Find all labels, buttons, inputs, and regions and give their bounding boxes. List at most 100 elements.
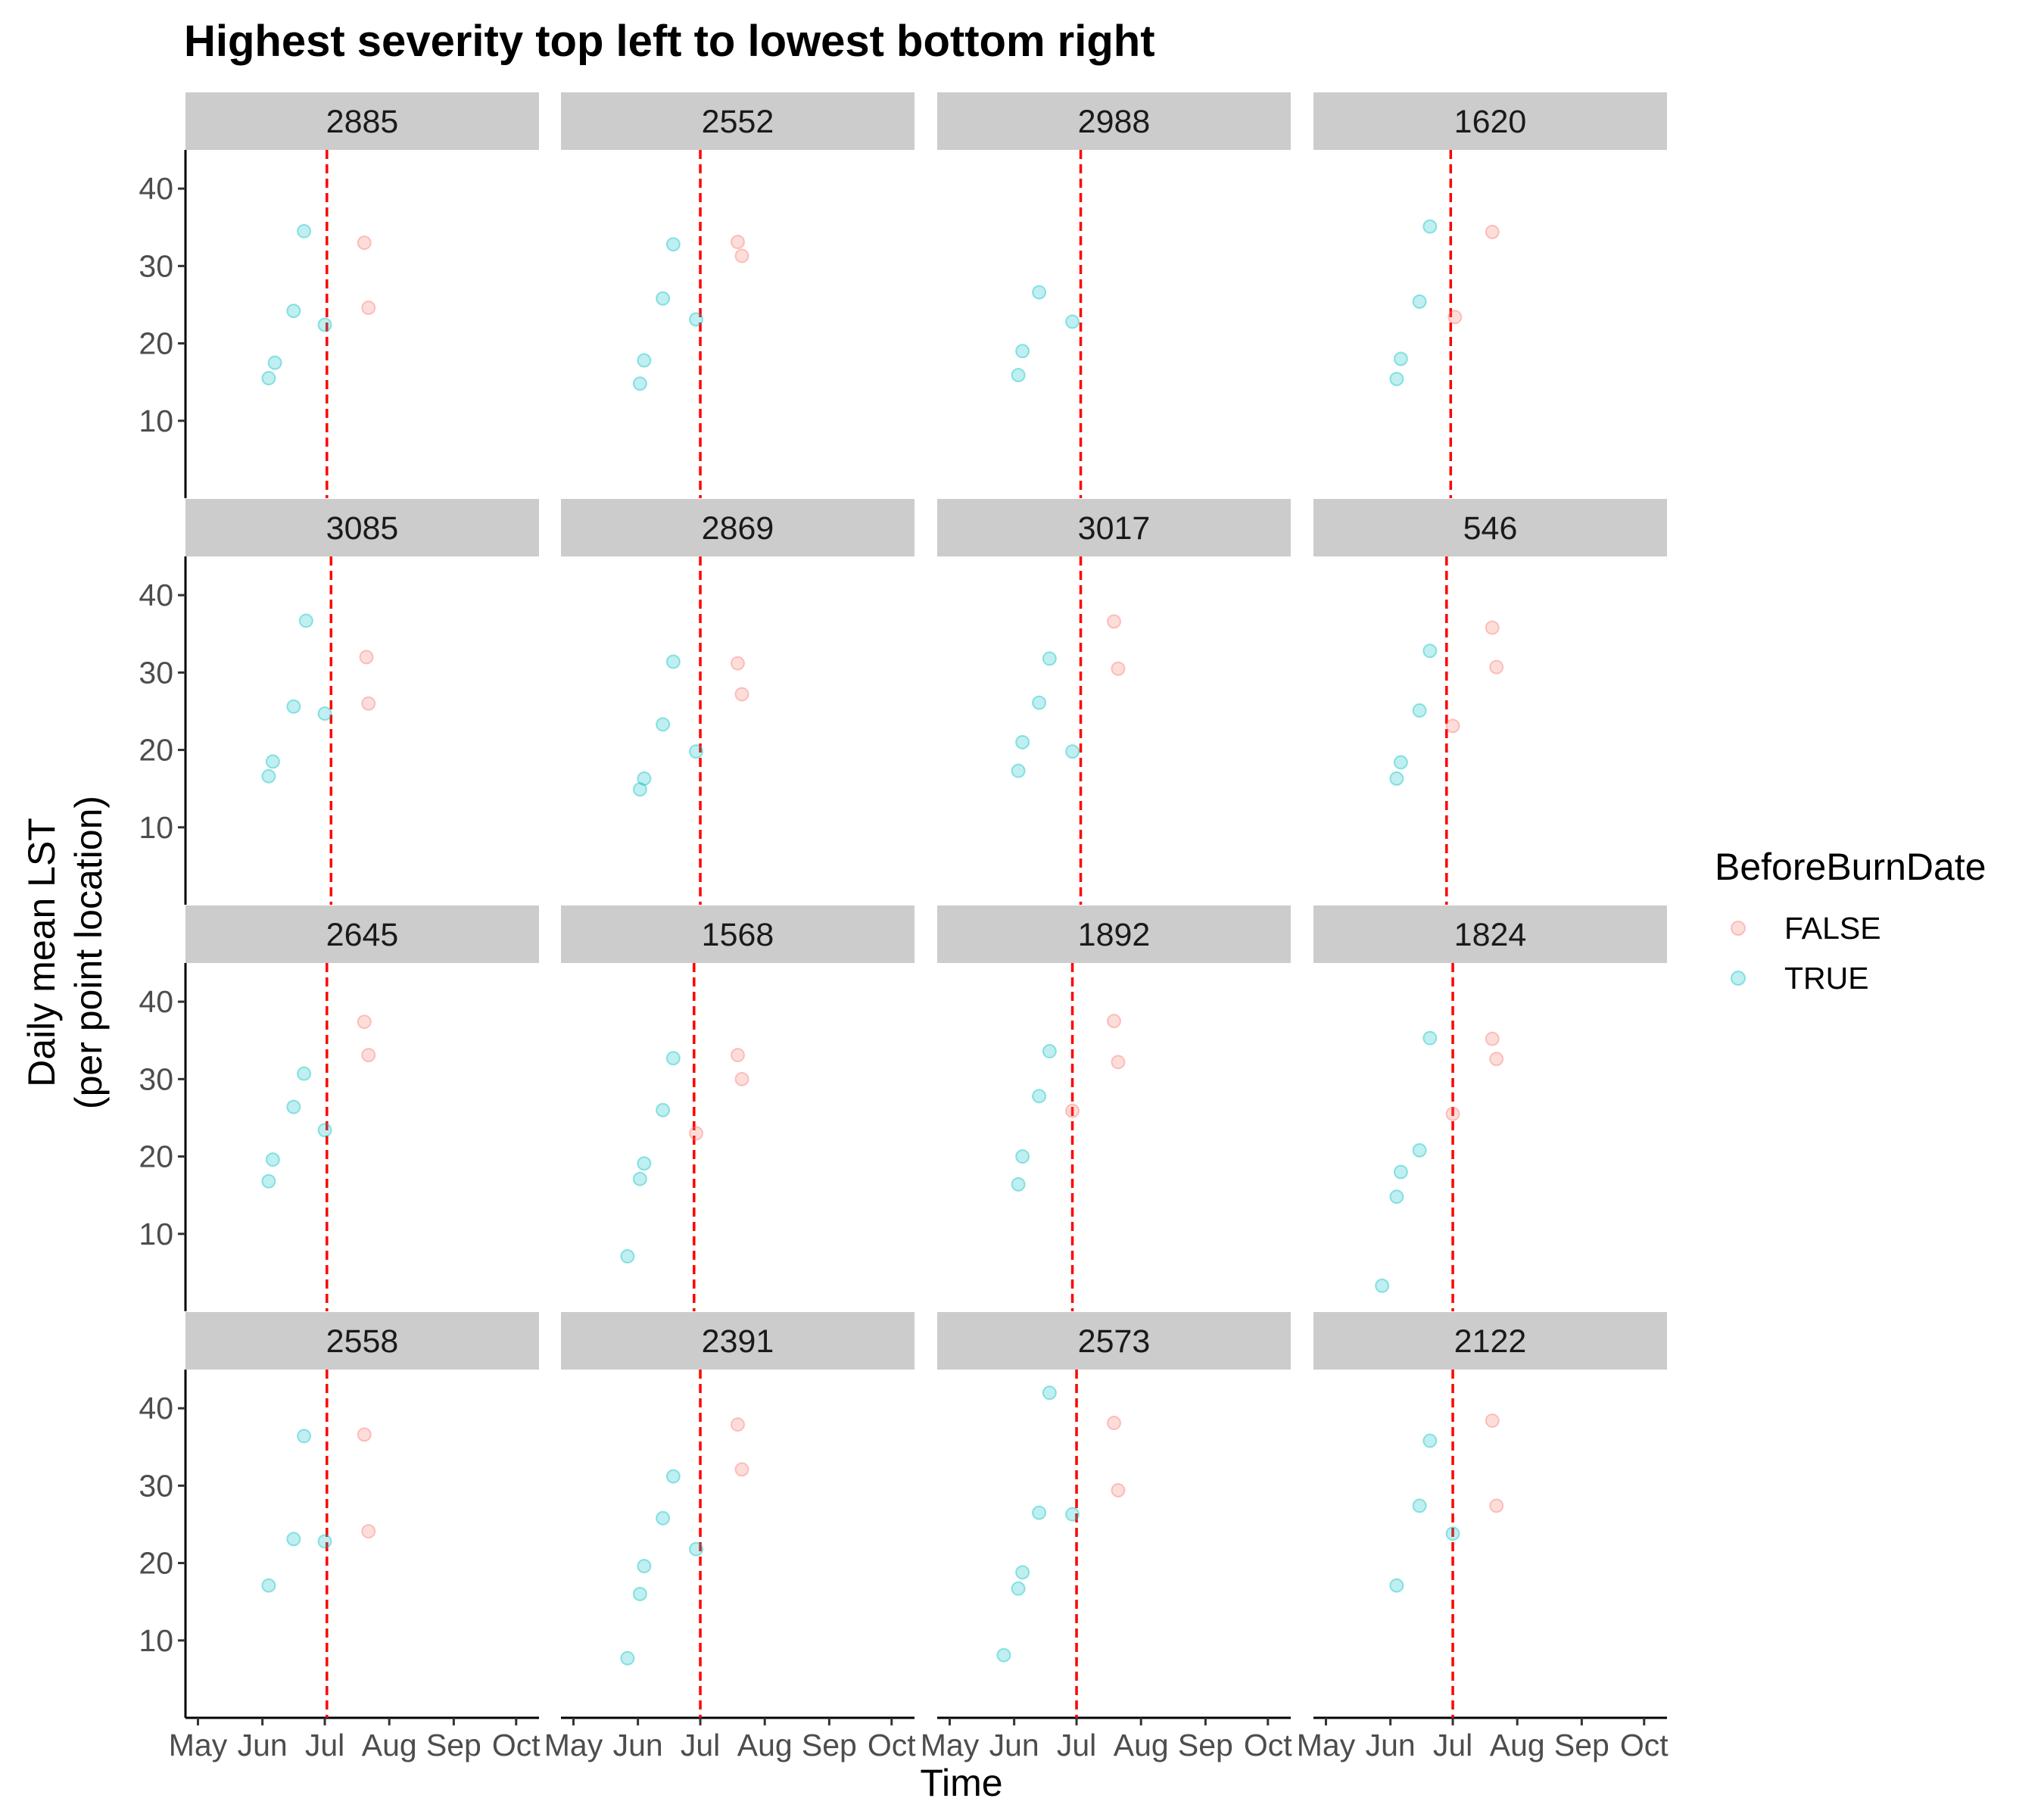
facet-panel: 1892 (937, 905, 1291, 1311)
facet-strip-label: 2988 (1078, 104, 1151, 140)
x-tick-label: Jul (1057, 1728, 1096, 1762)
data-point-true (1032, 1089, 1047, 1104)
data-point-true (1422, 219, 1438, 234)
facet-strip-label: 2573 (1078, 1323, 1151, 1360)
facet-strip-label: 3017 (1078, 510, 1151, 547)
data-point-false (361, 696, 376, 711)
legend-title: BeforeBurnDate (1715, 846, 1986, 888)
data-point-true (1015, 344, 1030, 359)
data-point-false (361, 1048, 376, 1063)
data-point-false (689, 1126, 704, 1141)
data-point-true (1015, 1149, 1030, 1164)
facet-strip-label: 2122 (1454, 1323, 1527, 1360)
facet-strip (937, 499, 1291, 556)
x-tick-label: May (921, 1728, 980, 1762)
data-point-false (1107, 614, 1121, 629)
x-tick-label: Aug (737, 1728, 793, 1762)
facet-strip (937, 92, 1291, 150)
legend-label-true: TRUE (1784, 961, 1869, 996)
facet-strip-label: 1620 (1454, 104, 1527, 140)
data-point-true (286, 699, 301, 714)
y-tick-label: 10 (139, 404, 173, 438)
facet-panel: 2552 (561, 92, 915, 498)
facet-strip (185, 92, 539, 150)
data-point-false (361, 1524, 376, 1539)
data-point-false (1111, 1055, 1126, 1070)
data-point-false (1447, 310, 1463, 325)
data-point-false (357, 1014, 372, 1030)
data-point-true (1015, 1565, 1030, 1580)
data-point-true (261, 371, 276, 386)
data-point-true (1042, 1044, 1057, 1059)
x-tick-label: Jun (989, 1728, 1039, 1762)
x-tick-label: Jun (1366, 1728, 1416, 1762)
data-point-true (665, 1051, 681, 1066)
data-point-true (286, 1099, 301, 1114)
y-tick-label: 20 (139, 733, 173, 768)
facet-strip (561, 499, 915, 556)
data-point-true (1015, 734, 1030, 750)
data-point-true (656, 1102, 671, 1117)
facet-panel: 2885 10 20 30 40 (139, 92, 539, 498)
data-point-false (734, 248, 749, 263)
facet-strip (185, 499, 539, 556)
data-point-false (357, 1427, 372, 1442)
facet-strip (1313, 905, 1667, 963)
facet-strip-label: 1892 (1078, 917, 1151, 953)
data-point-true (1032, 1505, 1047, 1520)
data-point-true (1065, 314, 1080, 329)
data-point-true (261, 1173, 276, 1189)
y-tick-label: 20 (139, 1546, 173, 1581)
data-point-true (317, 1123, 332, 1138)
facet-panel: 546 (1313, 499, 1667, 905)
legend-entries: FALSE TRUE (1731, 911, 1881, 996)
data-point-false (731, 656, 745, 671)
data-point-true (1393, 755, 1408, 770)
data-point-true (1011, 763, 1026, 778)
facet-strip-label: 546 (1463, 510, 1518, 547)
data-point-true (1389, 372, 1404, 387)
facet-strip (185, 905, 539, 963)
y-tick-label: 10 (139, 1623, 173, 1658)
facet-panel: 2391 May Jun Jul Aug Sep Oct (544, 1312, 916, 1762)
data-point-true (267, 355, 282, 370)
data-point-true (637, 771, 652, 786)
y-tick-label: 40 (139, 1391, 173, 1426)
data-point-false (1485, 1413, 1500, 1428)
data-point-true (1032, 695, 1047, 710)
facet-strip (1313, 1312, 1667, 1370)
data-point-true (1393, 1164, 1408, 1180)
data-point-true (665, 654, 681, 669)
data-point-true (689, 1541, 704, 1557)
facet-strip (561, 1312, 915, 1370)
data-point-true (689, 744, 704, 759)
data-point-true (297, 223, 312, 238)
facet-strip (1313, 499, 1667, 556)
data-point-true (1412, 294, 1427, 309)
y-tick-label: 30 (139, 248, 173, 283)
facet-panel: 2122 May Jun Jul Aug Sep Oct (1297, 1312, 1669, 1762)
data-point-true (1412, 703, 1427, 718)
data-point-false (1111, 661, 1126, 676)
x-tick-label: Sep (1554, 1728, 1609, 1762)
x-tick-label: Jun (238, 1728, 288, 1762)
facet-strip-label: 1568 (702, 917, 774, 953)
y-tick-label: 30 (139, 1061, 173, 1096)
x-tick-label: Oct (868, 1728, 916, 1762)
data-point-true (1389, 1578, 1404, 1593)
facet-strip (185, 1312, 539, 1370)
legend-label-false: FALSE (1784, 911, 1881, 946)
data-point-false (1485, 620, 1500, 635)
facet-strip (937, 905, 1291, 963)
x-tick-label: Sep (426, 1728, 481, 1762)
data-point-true (317, 317, 332, 332)
x-axis-title: Time (920, 1762, 1002, 1804)
facet-panel: 2573 May Jun Jul Aug Sep Oct (921, 1312, 1292, 1762)
data-point-false (731, 1417, 745, 1432)
data-point-true (1042, 1385, 1057, 1401)
data-point-true (297, 1066, 312, 1081)
data-point-false (361, 301, 376, 316)
data-point-false (1489, 1498, 1504, 1513)
data-point-true (1011, 1177, 1026, 1192)
data-point-false (1065, 1103, 1080, 1118)
